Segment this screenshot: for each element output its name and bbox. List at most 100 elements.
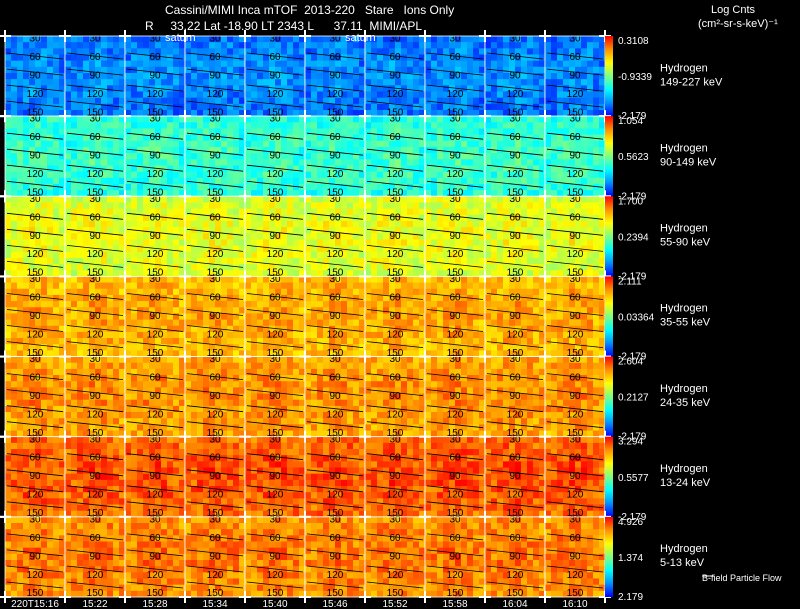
angle-label: 150 <box>507 348 524 359</box>
angle-label: 150 <box>387 348 404 359</box>
field-line <box>366 228 424 236</box>
colorbar-max-label: 2.111 <box>618 276 642 287</box>
angle-label: 120 <box>567 410 584 421</box>
image-panel: 30 60 90 120 150 <box>304 354 366 439</box>
field-line <box>66 309 124 316</box>
angle-label: 120 <box>327 169 344 180</box>
field-line <box>6 245 64 252</box>
image-panel: 30 60 90 120 150 <box>64 274 126 359</box>
field-line <box>66 100 124 108</box>
angle-label: 60 <box>149 293 161 304</box>
angle-label: 150 <box>267 188 284 199</box>
field-line <box>426 405 484 413</box>
field-line <box>66 421 124 429</box>
angle-label: 120 <box>27 329 44 340</box>
angle-label: 90 <box>269 471 281 482</box>
field-line <box>186 164 244 172</box>
angle-label: 90 <box>269 71 281 82</box>
field-line <box>366 581 424 589</box>
field-line <box>6 309 64 316</box>
field-line <box>126 309 184 316</box>
field-line <box>426 453 484 461</box>
field-line <box>306 373 364 380</box>
angle-label: 30 <box>569 515 581 526</box>
image-panel: 30 60 90 120 150 <box>184 274 246 359</box>
angle-label: 150 <box>27 428 44 439</box>
field-line <box>186 453 244 461</box>
field-line <box>186 389 244 396</box>
angle-label: 60 <box>89 212 101 223</box>
angle-label: 150 <box>267 588 284 599</box>
angle-label: 60 <box>209 212 221 223</box>
field-line <box>186 100 244 108</box>
field-line <box>426 421 484 429</box>
field-line <box>486 228 544 236</box>
field-line <box>186 245 244 252</box>
field-line <box>426 581 484 589</box>
colorbar-max-label: 1.700 <box>618 196 643 207</box>
angle-label: 90 <box>269 311 281 322</box>
field-line <box>126 52 184 60</box>
field-line <box>66 485 124 493</box>
angle-label: 120 <box>87 329 104 340</box>
field-line <box>306 341 364 348</box>
image-panel: 30 60 90 120 150 <box>244 194 306 279</box>
angle-label: 90 <box>389 311 401 322</box>
energy-row-4: 3060901201503060901201503060901201503060… <box>0 270 711 363</box>
image-panel: 30 60 90 120 150 <box>424 194 486 279</box>
field-line <box>426 485 484 493</box>
angle-label: 120 <box>447 410 464 421</box>
row-energy-label: 149-227 keV <box>660 76 723 88</box>
angle-label: 90 <box>149 391 161 402</box>
image-panel: 30 60 90 120 150 <box>184 434 246 519</box>
angle-label: 30 <box>29 434 41 445</box>
angle-label: 150 <box>567 348 584 359</box>
field-line <box>126 405 184 413</box>
angle-label: 30 <box>329 194 341 205</box>
field-line <box>66 565 124 573</box>
field-line <box>486 533 544 541</box>
field-line <box>366 309 424 316</box>
field-line <box>6 469 64 477</box>
angle-label: 150 <box>147 188 164 199</box>
angle-label: 90 <box>509 391 521 402</box>
colorbar <box>605 356 613 437</box>
field-line <box>66 261 124 268</box>
field-line <box>66 245 124 252</box>
angle-label: 90 <box>209 151 221 162</box>
field-line <box>66 212 124 220</box>
angle-label: 60 <box>389 132 401 143</box>
field-line <box>426 132 484 140</box>
field-line <box>306 453 364 461</box>
field-line <box>126 421 184 429</box>
field-line <box>366 533 424 541</box>
image-panel: 30 60 90 120 150 <box>424 515 486 599</box>
field-line <box>366 52 424 60</box>
angle-label: 60 <box>509 293 521 304</box>
angle-label: 90 <box>29 551 41 562</box>
angle-label: 120 <box>327 410 344 421</box>
x-tick-label: 15:52 <box>382 599 407 609</box>
field-line <box>6 100 64 108</box>
field-line <box>186 293 244 300</box>
angle-label: 120 <box>27 249 44 260</box>
field-line <box>186 309 244 316</box>
angle-label: 90 <box>509 151 521 162</box>
energy-row-6: 3060901201503060901201503060901201503060… <box>0 430 711 523</box>
angle-label: 120 <box>387 249 404 260</box>
angle-label: 90 <box>29 71 41 82</box>
angle-label: 30 <box>449 114 461 125</box>
image-panel: 30 60 90 120 150 <box>64 194 126 279</box>
angle-label: 30 <box>509 434 521 445</box>
colorbar-max-label: 0.3108 <box>618 36 649 47</box>
angle-label: 60 <box>389 533 401 544</box>
colorbar-units-formula: (cm²-sr-s-keV)⁻¹ <box>698 18 778 30</box>
field-line <box>186 325 244 332</box>
field-line <box>366 341 424 348</box>
row-energy-label: 13-24 keV <box>660 477 711 489</box>
image-panel: 30 60 90 120 150 <box>484 274 546 359</box>
field-line <box>126 212 184 220</box>
field-line <box>6 228 64 236</box>
angle-label: 150 <box>267 107 284 118</box>
field-line <box>486 245 544 252</box>
